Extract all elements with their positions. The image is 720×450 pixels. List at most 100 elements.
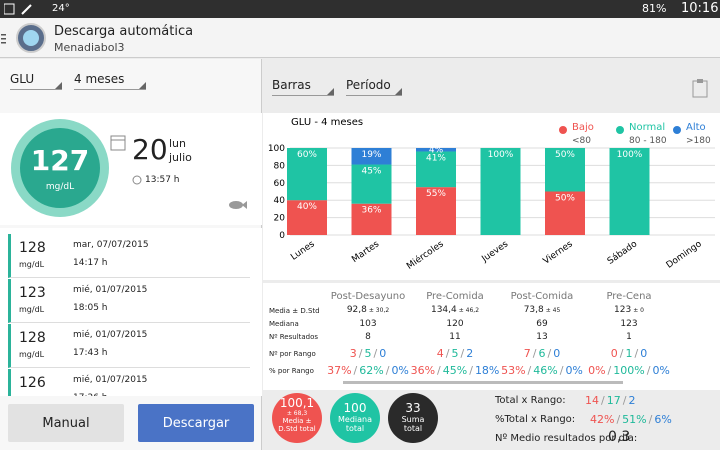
range-percents: 37%/62%/0% — [323, 364, 413, 377]
app-icon[interactable] — [0, 22, 50, 54]
bar-segment — [351, 148, 392, 165]
separator: / — [601, 394, 605, 407]
reading-date: mié, 01/07/2015 — [73, 285, 148, 295]
total-sd: ± 68,3 — [286, 410, 308, 417]
y-tick-label: 80 — [274, 161, 286, 171]
legend-range: <80 — [572, 136, 591, 146]
separator: / — [532, 347, 537, 360]
legend-swatch — [616, 126, 624, 134]
chart-kind-select[interactable]: Barras — [272, 78, 334, 96]
latest-day: 20 — [132, 133, 168, 166]
latest-card: 127 mg/dL 20 lun julio 13:57 h — [0, 113, 262, 225]
column-header: Post-Comida — [510, 291, 574, 302]
status-icons — [4, 3, 32, 15]
bar-label: 40% — [297, 202, 317, 212]
separator: / — [437, 364, 441, 377]
bar-label: 100% — [488, 150, 514, 160]
bar-segment — [480, 148, 521, 235]
range-value: 6% — [654, 413, 672, 426]
mean-circle: 100,1 ± 68,3 Media ± D.Std total — [272, 393, 322, 443]
range-value: 6 — [538, 347, 546, 360]
range-value: 37% — [327, 364, 352, 377]
daily-mean: 0,3 — [608, 429, 631, 445]
median-label: Mediana total — [338, 415, 372, 433]
row-label: Nº Resultados — [269, 333, 319, 341]
range-percents: 53%/46%/0% — [497, 364, 587, 377]
bar-segment — [351, 164, 392, 204]
range-value: 0% — [588, 364, 606, 377]
reading-row: 126 mg/dL mié, 01/07/2015 17:26 h — [8, 369, 250, 396]
latest-month: julio — [169, 151, 192, 164]
column-header: Post-Desayuno — [330, 291, 406, 302]
y-tick-label: 60 — [274, 179, 286, 189]
legend-name: Normal — [629, 122, 665, 133]
bar-label: 41% — [426, 153, 446, 163]
separator: / — [622, 394, 627, 407]
range-value: 46% — [533, 364, 558, 377]
separator: / — [646, 364, 651, 377]
separator: / — [358, 347, 363, 360]
period-select[interactable]: 4 meses — [74, 72, 146, 90]
download-button[interactable]: Descargar — [138, 404, 254, 442]
range-value: 0 — [553, 347, 561, 360]
mean-label: Media ± D.Std total — [278, 417, 316, 433]
battery: 81% — [642, 2, 667, 15]
row-label: % por Rango — [269, 367, 314, 375]
daily-mean-label: Nº Medio resultados por día: — [495, 433, 638, 444]
separator: / — [527, 364, 532, 377]
range-value: 45% — [442, 364, 468, 377]
row-label: Nº por Rango — [269, 350, 316, 358]
reading-row: 123 mg/dL mié, 01/07/2015 18:05 h — [8, 279, 250, 323]
reading-value: 123 — [19, 285, 46, 301]
reading-date: mié, 01/07/2015 — [73, 375, 148, 385]
clock: 10:16 — [681, 1, 719, 16]
latest-gauge — [11, 119, 109, 217]
x-tick-label: Miércoles — [405, 238, 446, 272]
bar-label: 60% — [297, 150, 317, 160]
reading-row: 128 mg/dL mar, 07/07/2015 14:17 h — [8, 234, 250, 278]
sum-label: Suma total — [401, 415, 425, 433]
range-value: 14 — [585, 394, 599, 407]
range-value: 42% — [590, 413, 615, 426]
stats-table: Media ± D.Std Mediana Nº Resultados Nº por … — [263, 283, 720, 390]
count: 11 — [449, 332, 461, 342]
separator: / — [373, 347, 378, 360]
x-tick-label: Lunes — [289, 239, 317, 263]
sd: ± 0 — [633, 307, 644, 314]
bar-label: 45% — [361, 167, 381, 177]
bar-segment — [416, 151, 456, 188]
range-value: 18% — [474, 364, 500, 377]
clipboard-icon[interactable] — [692, 78, 708, 98]
bar-label: 4% — [429, 146, 444, 156]
reading-time: 14:17 h — [73, 258, 108, 268]
percent-range-label: %Total x Rango: — [495, 414, 576, 425]
total-range: 14/17/2 — [585, 394, 635, 407]
y-tick-label: 100 — [268, 144, 285, 154]
measure-select[interactable]: GLU — [10, 72, 62, 90]
range-value: 51% — [622, 413, 647, 426]
temperature: 24° — [52, 3, 70, 14]
range-value: 100% — [613, 364, 645, 377]
x-tick-label: Martes — [350, 239, 381, 265]
grouping-select[interactable]: Período — [346, 78, 402, 96]
separator: / — [648, 413, 653, 426]
mean: 134,4 — [430, 305, 457, 315]
range-value: 2 — [628, 394, 636, 407]
separator: / — [469, 364, 473, 377]
range-value: 17 — [606, 394, 621, 407]
reading-value: 126 — [19, 375, 46, 391]
separator: / — [607, 364, 612, 377]
count: 1 — [626, 332, 632, 342]
bar-segment — [287, 148, 327, 201]
total-mean: 100,1 — [279, 396, 315, 410]
y-tick-label: 0 — [279, 231, 285, 241]
legend-range: >180 — [686, 136, 711, 146]
reading-date: mar, 07/07/2015 — [73, 240, 149, 250]
x-tick-label: Sábado — [606, 239, 640, 267]
range-value: 5 — [364, 347, 372, 360]
manual-button[interactable]: Manual — [8, 404, 124, 442]
separator: / — [445, 347, 450, 360]
count: 13 — [536, 332, 548, 342]
range-value: 0 — [379, 347, 387, 360]
range-value: 4 — [436, 347, 444, 360]
